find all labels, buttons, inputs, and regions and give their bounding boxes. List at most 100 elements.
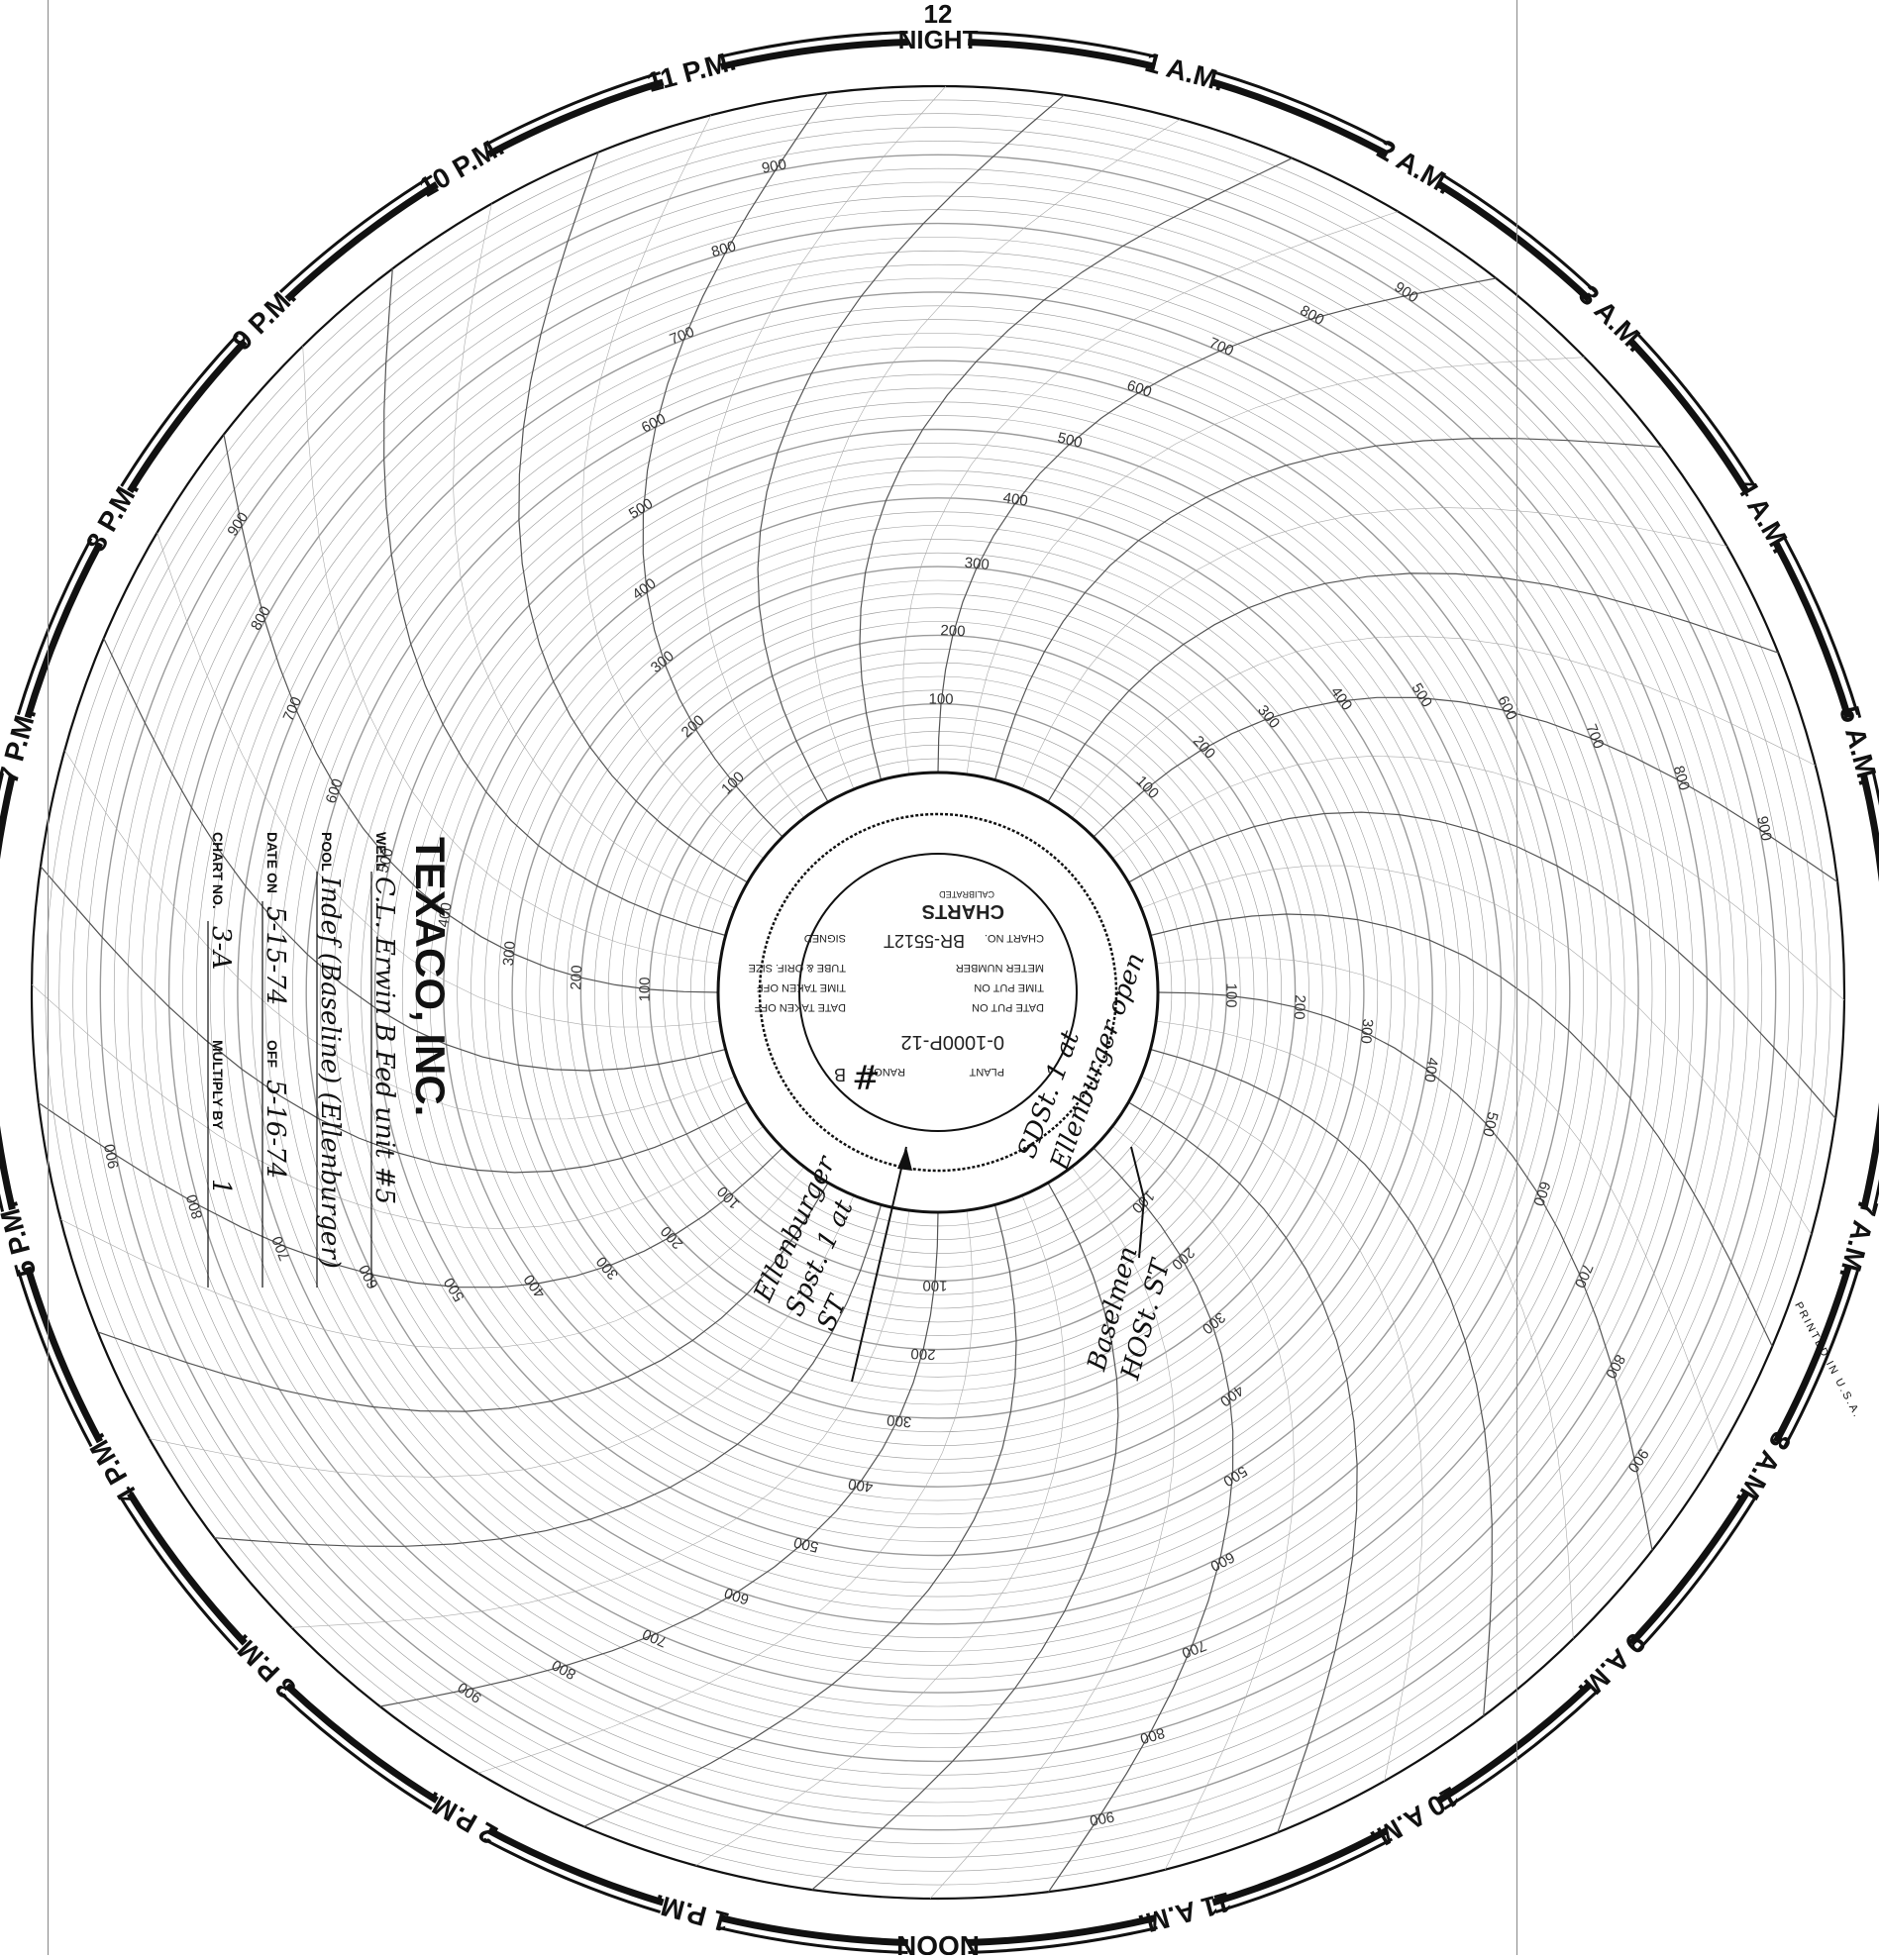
scale-label: 800 [709,238,738,260]
hour-label: 10 A.M. [1365,1781,1464,1855]
scale-label: 900 [761,155,788,177]
scale-label: 800 [1602,1352,1628,1382]
scale-label: 400 [1327,683,1355,713]
scale-label: 600 [1125,377,1154,401]
scale-label: 900 [1392,278,1421,306]
hub-time-put-on: TIME PUT ON [974,981,1044,993]
hub-date-taken-off: DATE TAKEN OFF [754,1001,846,1013]
scale-label: 600 [1207,1548,1237,1574]
scale-label: 300 [1254,702,1283,732]
grid-ring [497,552,1379,1433]
scale-label: 900 [101,1143,123,1171]
hour-band [720,39,908,70]
hour-label: 3 P.M. [226,1628,302,1704]
time-arc [902,211,1399,774]
scale-label: 300 [887,1411,912,1430]
scale-label: 700 [1583,722,1608,751]
hour-band [1211,1827,1390,1907]
hour-band-thin [0,1192,5,1212]
hour-bands [0,31,1879,1954]
time-arc [1150,1048,1493,1716]
scale-label: 500 [1479,1110,1501,1138]
chart-no-label: CHART NO. [210,832,226,909]
scale-label: 900 [224,509,252,539]
hour-label: 6 A.M. [1876,952,1879,1032]
hour-band-thin [0,773,5,792]
grid-ring [347,401,1529,1584]
time-arc [103,638,726,1072]
hour-label: 7 P.M. [0,705,42,787]
grid-ring [72,127,1804,1858]
time-arc [695,1194,1066,1866]
hour-label: 2 A.M. [1372,134,1457,201]
time-arc [157,532,720,1028]
hour-band [1628,1492,1749,1646]
hour-band-thin [968,1925,1158,1954]
time-arc [1156,1020,1574,1639]
hour-band [284,1683,439,1804]
hour-label-group: 4 P.M. [80,1428,146,1509]
grid-ring [278,333,1598,1652]
annotation-3: Baselmen HOSt. ST [1082,1243,1177,1384]
hour-band [1628,339,1749,493]
grid-ring [182,237,1694,1748]
scale-label: 200 [910,1345,936,1363]
hour-label: 5 A.M. [1833,703,1879,789]
time-arc [518,152,749,883]
time-arc [810,119,1181,790]
time-arc [379,1211,939,1707]
scale-label: 800 [248,603,274,633]
hub-date-put-on: DATE PUT ON [972,1001,1044,1013]
grid-ring [635,689,1241,1295]
time-arc [583,1204,1017,1827]
chart-grid [30,84,1846,1901]
hub-label-disc [798,853,1078,1132]
hour-band-thin [16,1269,93,1448]
time-arc [149,1194,855,1478]
time-arc [966,357,1585,774]
time-arc [642,92,828,838]
scale-label: 800 [1138,1724,1167,1747]
hour-label: 1 A.M. [1142,47,1228,97]
scale-label: 300 [593,1253,622,1283]
grid-ring [429,483,1447,1501]
hub-hash-mark: # [852,1059,881,1098]
grid-ring [579,634,1297,1351]
well-value: C.L. Erwin B Fed unit #5 [369,877,399,1204]
hour-label: 1 P.M. [651,1889,733,1938]
hub-brand: CHARTS [922,900,1004,922]
hub-range-suffix: B [834,1065,846,1084]
scale-label: 900 [455,1679,484,1706]
hub-plant-label: PLANT [969,1066,1004,1078]
scale-label: 300 [964,555,990,573]
grid-ring [677,731,1200,1254]
hour-band [24,1266,103,1444]
hour-label-group: 1 P.M. [651,1889,733,1938]
hour-band [127,339,248,493]
time-arc [1047,572,1779,803]
scale-label: 500 [1408,680,1435,710]
time-arc [757,94,1065,802]
grid-ring [141,195,1735,1790]
hour-label: 9 P.M. [226,280,302,357]
hour-label: NIGHT [898,25,979,54]
time-arc [64,750,736,1120]
time-arc [700,85,947,819]
grid-ring [223,277,1653,1707]
time-arc [1111,755,1845,1001]
hour-label: 12 [924,0,953,29]
time-arc [1127,1101,1358,1833]
chart-hub: PLANT RANGE B 0-1000P-12 DATE PUT ON TIM… [716,771,1160,1214]
hour-label: 8 P.M. [80,475,146,557]
hour-band-thin [1214,70,1394,148]
grid-ring [58,113,1818,1872]
time-arc [937,277,1497,774]
chart-no-value: 3-A [206,926,236,970]
scale-label: 300 [500,941,519,967]
time-arc [97,1182,829,1412]
hour-band-thin [1214,1837,1394,1914]
grid-ring [649,703,1227,1282]
scale-label: 100 [714,1183,744,1212]
